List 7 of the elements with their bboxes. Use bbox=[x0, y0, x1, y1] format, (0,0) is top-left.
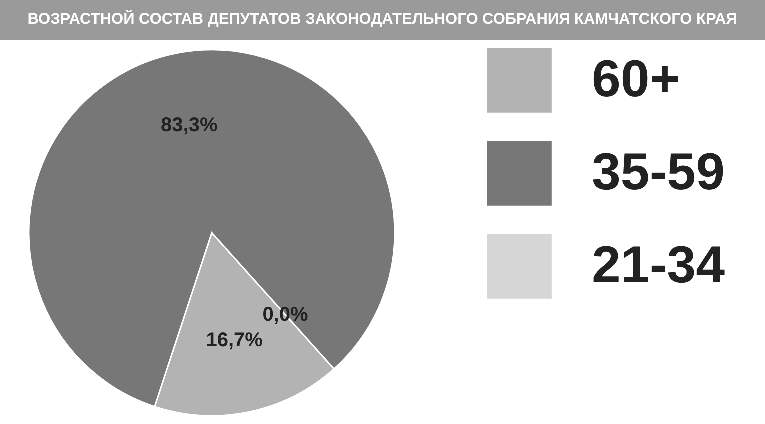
legend-label: 21-34 bbox=[592, 236, 726, 294]
text: 0,0% bbox=[262, 304, 308, 326]
data-label: 83,3% bbox=[161, 114, 218, 136]
legend-label: 60+ bbox=[592, 50, 680, 108]
data-label: 16,7% bbox=[206, 330, 264, 352]
chart-title: ВОЗРАСТНОЙ СОСТАВ ДЕПУТАТОВ ЗАКОНОДАТЕЛЬНОГО СОБРАНИЯ КАМЧАТСКОГО КРАЯ bbox=[0, 0, 765, 40]
legend-label: 35-59 bbox=[592, 144, 725, 202]
